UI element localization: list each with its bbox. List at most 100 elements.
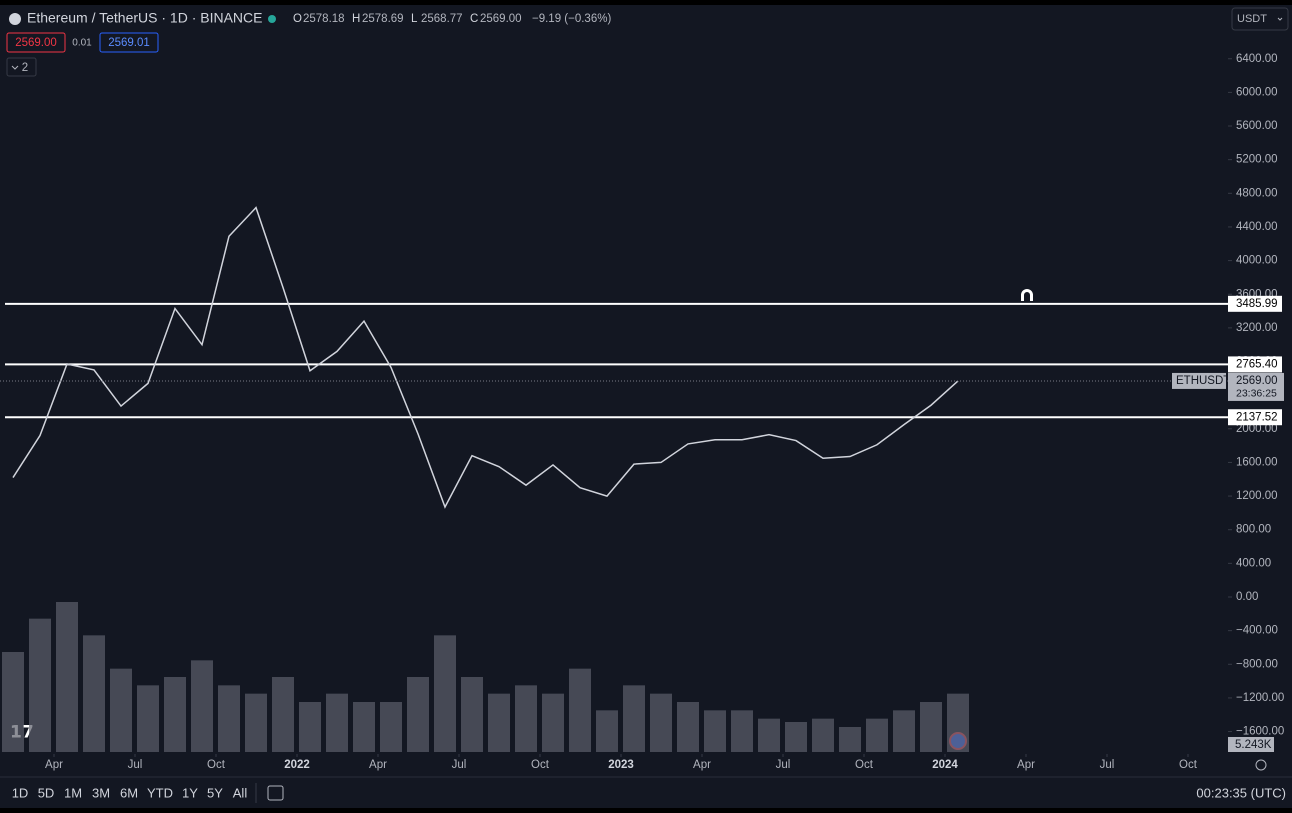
volume-bar [731, 710, 753, 752]
range-button[interactable]: YTD [147, 785, 173, 800]
range-button[interactable]: 6M [120, 785, 138, 800]
chevron [1277, 17, 1283, 21]
range-button[interactable]: All [233, 785, 248, 800]
volume-bar [839, 727, 861, 752]
x-tick-label: Jul [452, 759, 467, 771]
volume-bar [56, 602, 78, 752]
volume-bar [326, 693, 348, 752]
y-tick-label: 6400.00 [1236, 53, 1278, 65]
y-tick-label: 1200.00 [1236, 490, 1278, 502]
volume-bar [920, 702, 942, 752]
ohlc-value: 2578.18 [303, 13, 345, 25]
indicators-count: 2 [22, 62, 28, 74]
volume-bar [353, 702, 375, 752]
x-tick-label: Apr [1017, 759, 1035, 771]
top-edge [0, 0, 1292, 5]
range-button[interactable]: 5Y [207, 785, 223, 800]
y-tick-label: −1600.00 [1236, 726, 1284, 738]
volume-bar [515, 685, 537, 752]
level-label: 2765.40 [1236, 358, 1278, 370]
volume-bar [137, 685, 159, 752]
y-tick-label: 2000.00 [1236, 423, 1278, 435]
bottom-edge [0, 808, 1292, 813]
volume-bar [542, 693, 564, 752]
volume-label: 5.243K [1235, 739, 1272, 751]
y-tick-label: 5200.00 [1236, 154, 1278, 166]
price-tag [1228, 372, 1284, 401]
volume-bar [245, 693, 267, 752]
date-range-icon[interactable] [267, 785, 284, 801]
chevron [11, 65, 19, 70]
x-tick-label: Apr [45, 759, 63, 771]
range-button[interactable]: 1D [12, 785, 29, 800]
y-tick-label: −400.00 [1236, 625, 1278, 637]
price-line [12, 206, 959, 509]
settings-icon[interactable] [1255, 759, 1267, 771]
y-tick-label: 400.00 [1236, 557, 1271, 569]
ohlc-key: H [352, 13, 360, 25]
symbol-icon [9, 13, 21, 25]
range-button[interactable]: 5D [38, 785, 55, 800]
y-tick-label: 4400.00 [1236, 221, 1278, 233]
volume-bar [2, 652, 24, 752]
volume-bar [488, 693, 510, 752]
ohlc-value: 2568.77 [421, 13, 463, 25]
x-tick-label: Oct [855, 759, 874, 771]
x-tick-label: Jul [128, 759, 143, 771]
change: −9.19 (−0.36%) [532, 13, 611, 25]
indicators-toggle[interactable] [6, 57, 37, 77]
y-tick-label: −800.00 [1236, 658, 1278, 670]
price-label: 2569.00 [1236, 375, 1278, 387]
ohlc-key: C [470, 13, 478, 25]
volume-bar [272, 677, 294, 752]
bid: 2569.00 [15, 37, 57, 49]
volume-tag [1228, 737, 1274, 752]
symbol-label: ETHUSDT [1176, 375, 1230, 387]
volume-bar [434, 635, 456, 752]
x-tick-label: Oct [1179, 759, 1198, 771]
range-button[interactable]: 1M [64, 785, 82, 800]
y-tick-label: −1200.00 [1236, 692, 1284, 704]
ohlc-value: 2578.69 [362, 13, 404, 25]
volume-bar [461, 677, 483, 752]
range-button[interactable]: 3M [92, 785, 110, 800]
y-tick-label: 5600.00 [1236, 120, 1278, 132]
x-tick-label: Apr [369, 759, 387, 771]
x-tick-label: Jul [1100, 759, 1115, 771]
clock[interactable]: 00:23:35 (UTC) [1196, 785, 1286, 800]
bid-box[interactable] [6, 32, 66, 53]
volume-bar [812, 718, 834, 752]
volume-bar [704, 710, 726, 752]
currency: USDT [1237, 13, 1267, 25]
x-tick-label: Jul [776, 759, 791, 771]
y-tick-label: 4000.00 [1236, 255, 1278, 267]
volume-bar [569, 668, 591, 752]
spread: 0.01 [72, 38, 92, 49]
volume-bar [623, 685, 645, 752]
volume-bar [785, 722, 807, 752]
y-tick-label: 6000.00 [1236, 86, 1278, 98]
volume-bar [758, 718, 780, 752]
y-tick-label: 0.00 [1236, 591, 1258, 603]
countdown: 23:36:25 [1236, 388, 1277, 400]
volume-bar [29, 618, 51, 752]
symbol-title[interactable]: Ethereum / TetherUS · 1D · BINANCE [27, 10, 262, 26]
volume-bar [110, 668, 132, 752]
x-tick-label: 2024 [932, 759, 958, 771]
range-button[interactable]: 1Y [182, 785, 198, 800]
volume-bar [299, 702, 321, 752]
x-tick-label: 2023 [608, 759, 634, 771]
y-tick-label: 4800.00 [1236, 187, 1278, 199]
currency-select[interactable] [1231, 7, 1289, 31]
volume-bar [947, 693, 969, 752]
magnet-icon[interactable] [1021, 289, 1033, 301]
level-label: 2137.52 [1236, 411, 1278, 423]
volume-bar [866, 718, 888, 752]
x-tick-label: Oct [207, 759, 226, 771]
ask-box[interactable] [99, 32, 159, 53]
x-tick-label: 2022 [284, 759, 310, 771]
volume-bar [380, 702, 402, 752]
x-tick-label: Oct [531, 759, 550, 771]
volume-bar [83, 635, 105, 752]
